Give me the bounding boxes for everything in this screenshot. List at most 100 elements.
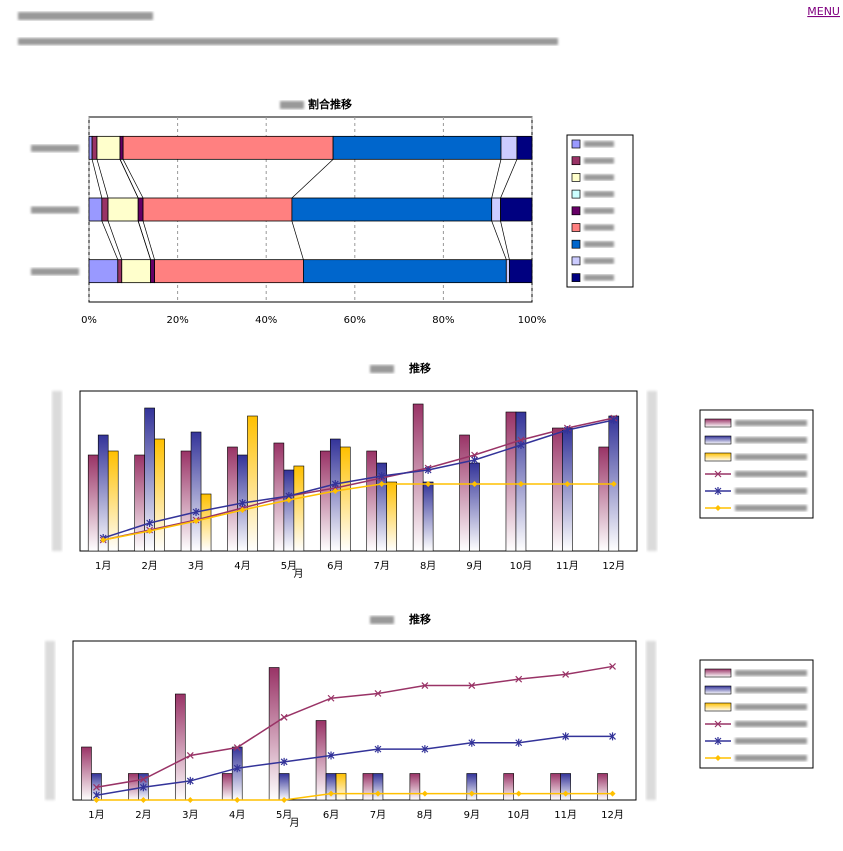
bar xyxy=(128,773,139,801)
x-tick-label: 8月 xyxy=(417,809,433,821)
bar xyxy=(362,773,374,801)
blurred-legend-text xyxy=(735,670,807,676)
legend-swatch xyxy=(704,702,732,712)
bar xyxy=(231,746,243,801)
line-marker xyxy=(192,508,200,516)
blurred-heading xyxy=(18,12,153,20)
line-marker xyxy=(186,752,194,759)
bar xyxy=(422,481,434,552)
legend-box xyxy=(699,659,814,769)
line-marker xyxy=(332,488,339,494)
line-marker xyxy=(140,797,147,803)
bar xyxy=(597,773,608,801)
blurred-legend-text xyxy=(584,224,614,231)
line-marker xyxy=(139,775,147,783)
line-marker xyxy=(715,755,721,761)
line-marker xyxy=(139,783,147,792)
bar-segment xyxy=(91,135,98,160)
connector xyxy=(500,159,518,199)
bar-segment xyxy=(505,259,510,284)
bar-segment xyxy=(154,259,304,284)
x-tick-label: 11月 xyxy=(554,809,577,821)
line-marker xyxy=(515,790,522,797)
legend-swatch xyxy=(704,685,732,695)
connector xyxy=(291,220,304,260)
blurred-legend-text xyxy=(735,755,807,761)
blurred-legend-text xyxy=(735,471,807,477)
line-marker xyxy=(610,481,617,487)
line-marker xyxy=(239,499,246,507)
connector xyxy=(119,159,139,199)
line-marker xyxy=(562,790,569,797)
bar xyxy=(459,434,470,552)
bar xyxy=(550,773,561,801)
bar xyxy=(319,450,331,552)
line-marker xyxy=(714,720,722,728)
line-marker xyxy=(327,751,335,760)
bar xyxy=(466,773,478,801)
x-tick-label: 11月 xyxy=(556,560,579,572)
line-marker xyxy=(471,456,478,464)
bar-segment xyxy=(500,197,533,222)
connector xyxy=(96,159,109,199)
x-axis-label: 月 xyxy=(294,568,304,580)
blurred-y-axis xyxy=(52,391,62,551)
bar-segment xyxy=(142,197,293,222)
line-marker xyxy=(517,481,524,487)
x-tick-label: 80% xyxy=(432,315,454,326)
legend-swatch xyxy=(571,273,581,282)
blurred-title-part xyxy=(280,101,304,109)
line-marker xyxy=(609,790,616,797)
blurred-category-label xyxy=(31,144,79,152)
blurred-legend-text xyxy=(584,257,614,264)
blurred-y-axis xyxy=(45,641,55,800)
blurred-legend-text xyxy=(735,738,807,744)
menu-link[interactable]: MENU xyxy=(807,5,840,18)
bar xyxy=(87,454,99,552)
bar xyxy=(81,746,92,801)
line xyxy=(96,792,613,801)
legend-swatch xyxy=(704,452,732,462)
line-marker xyxy=(280,757,288,766)
x-tick-label: 1月 xyxy=(95,560,111,572)
line-marker xyxy=(517,441,525,449)
line-marker xyxy=(610,416,618,424)
x-tick-label: 6月 xyxy=(327,560,343,572)
bar xyxy=(180,450,192,552)
connector xyxy=(291,159,334,199)
line-marker xyxy=(327,694,335,702)
bar xyxy=(329,438,341,552)
line-marker xyxy=(281,797,288,803)
line-marker xyxy=(421,682,429,689)
connector xyxy=(491,220,507,260)
line-marker xyxy=(93,797,100,803)
chart-title: 推移 xyxy=(409,612,431,626)
line-marker xyxy=(239,507,246,513)
bar xyxy=(412,403,424,552)
bar-segment xyxy=(137,197,144,222)
blurred-legend-text xyxy=(735,687,807,693)
bar xyxy=(598,446,610,552)
line-marker xyxy=(468,790,475,797)
bar-segment xyxy=(303,259,507,284)
x-tick-label: 8月 xyxy=(420,560,436,572)
blurred-legend-text xyxy=(584,191,614,198)
line-marker xyxy=(100,537,107,543)
connector xyxy=(491,159,502,199)
line xyxy=(102,419,614,539)
bar xyxy=(190,431,202,552)
blurred-legend-text xyxy=(584,141,614,147)
line-marker xyxy=(187,797,194,803)
line-marker xyxy=(609,732,616,741)
blurred-legend-text xyxy=(584,207,614,214)
chart-title: 推移 xyxy=(409,361,431,375)
line-marker xyxy=(374,690,382,697)
bar xyxy=(268,667,280,801)
bar xyxy=(154,438,165,552)
x-tick-label: 5月 xyxy=(281,560,297,572)
x-tick-label: 3月 xyxy=(188,560,204,572)
bar-segment xyxy=(150,259,155,284)
line-marker xyxy=(424,466,432,474)
legend-swatch xyxy=(571,206,581,216)
x-tick-label: 6月 xyxy=(323,809,339,821)
